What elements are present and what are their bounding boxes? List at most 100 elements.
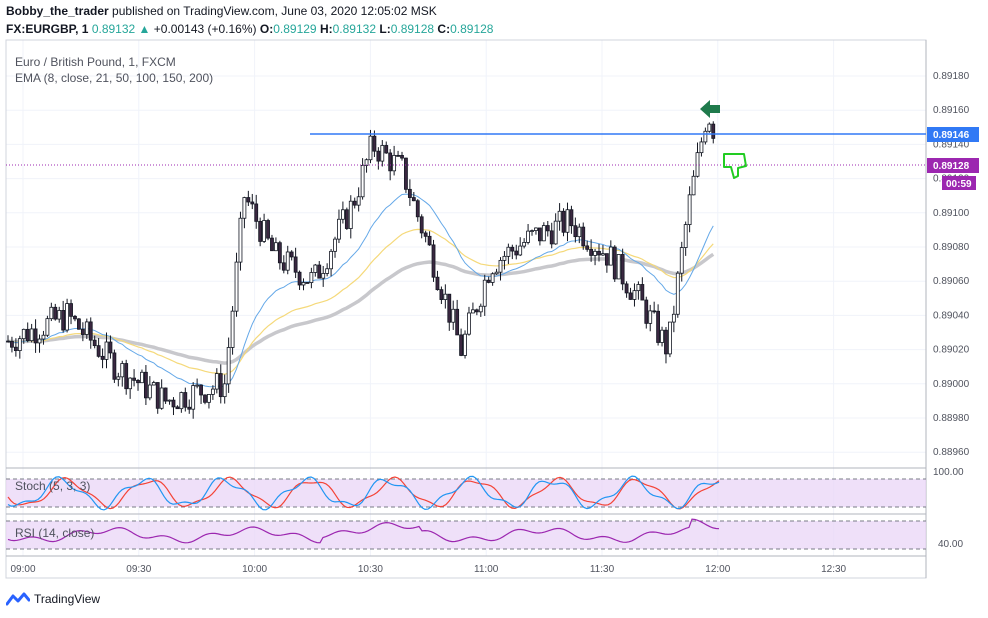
candle-body	[17, 338, 22, 352]
stoch-k-line	[7, 475, 720, 511]
candle-body	[289, 251, 294, 258]
candle-body	[195, 384, 200, 387]
candle-body	[163, 387, 168, 402]
current-price-label: 0.89128	[933, 161, 970, 172]
candle-body	[270, 237, 274, 252]
candle-body	[132, 377, 136, 381]
arrow-left-icon[interactable]	[700, 100, 720, 118]
hline-price-tag	[927, 127, 979, 142]
open-label: O:	[259, 22, 274, 36]
candle-body	[415, 200, 420, 218]
candle-body	[459, 334, 464, 356]
candle-body	[57, 310, 62, 320]
candle-body	[167, 399, 172, 402]
candle-body	[151, 382, 156, 386]
candle-body	[84, 321, 89, 335]
candle-body	[565, 209, 570, 233]
candle-body	[463, 333, 467, 356]
candle-body	[404, 157, 408, 190]
candle-body	[230, 310, 235, 348]
candle-body	[274, 242, 278, 252]
candle-body	[49, 306, 54, 320]
candle-body	[203, 394, 207, 403]
candle-body	[313, 264, 318, 273]
candle-body	[73, 315, 77, 320]
candle-body	[222, 383, 227, 398]
candle-body	[549, 230, 554, 245]
candle-body	[569, 209, 574, 227]
candle-body	[29, 328, 34, 342]
candle-body	[612, 246, 617, 280]
time-tick-label: 09:00	[10, 564, 35, 575]
candle-body	[112, 352, 117, 380]
candle-body	[281, 262, 286, 271]
publish-info: published on TradingView.com, June 03, 2…	[112, 4, 437, 18]
low-label: L:	[379, 22, 391, 36]
candle-body	[675, 272, 680, 315]
candle-body	[45, 318, 50, 336]
candle-body	[10, 340, 14, 348]
candle-body	[478, 305, 483, 313]
candle-body	[183, 392, 188, 408]
candle-body	[593, 250, 597, 256]
price-tick-label: 0.89080	[933, 242, 970, 253]
footer-brand[interactable]: TradingView	[34, 592, 101, 606]
candle-body	[88, 321, 93, 341]
high-value: 0.89132	[332, 22, 377, 36]
candle-body	[147, 384, 152, 399]
candle-body	[526, 230, 530, 243]
legend-ema[interactable]: EMA (8, close, 21, 50, 100, 150, 200)	[15, 71, 213, 85]
candle-body	[392, 154, 397, 172]
candle-body	[691, 175, 696, 196]
tradingview-logo-icon[interactable]	[6, 592, 30, 606]
candle-body	[624, 283, 629, 294]
time-tick-label: 11:30	[590, 564, 615, 575]
candle-body	[608, 246, 613, 266]
price-tick-label: 0.89020	[933, 345, 970, 356]
candle-body	[561, 210, 566, 233]
candle-body	[534, 227, 538, 231]
candle-body	[159, 387, 164, 409]
last-price: 0.89132	[91, 22, 136, 36]
candle-body	[636, 284, 641, 292]
candle-body	[41, 334, 46, 340]
candle-body	[321, 273, 326, 279]
candle-body	[92, 339, 97, 347]
candle-body	[541, 225, 546, 242]
candle-body	[140, 371, 144, 384]
candle-body	[136, 379, 140, 384]
candle-body	[447, 293, 452, 323]
high-label: H:	[319, 22, 333, 36]
candle-body	[384, 145, 389, 154]
price-tick-label: 0.89060	[933, 276, 970, 287]
symbol-label[interactable]: FX:EURGBP, 1	[6, 22, 89, 36]
candle-body	[518, 245, 523, 256]
candle-body	[419, 216, 424, 234]
price-tick-label: 0.89100	[933, 208, 970, 219]
legend-rsi[interactable]: RSI (14, close)	[15, 526, 94, 540]
countdown-label: 00:59	[946, 179, 972, 190]
candle-body	[360, 164, 365, 198]
candle-body	[218, 373, 223, 398]
legend-stoch[interactable]: Stoch (5, 3, 3)	[15, 479, 90, 493]
candle-body	[455, 308, 460, 336]
legend-instrument[interactable]: Euro / British Pound, 1, FXCM	[15, 55, 176, 69]
candle-body	[502, 255, 507, 261]
candle-body	[277, 242, 282, 264]
rsi-line	[7, 518, 720, 544]
candle-body	[699, 141, 704, 154]
candle-body	[538, 227, 542, 242]
author-name[interactable]: Bobby_the_trader	[6, 4, 109, 18]
candle-body	[356, 196, 361, 206]
thumbs-down-icon[interactable]	[723, 153, 747, 179]
candle-body	[411, 197, 416, 202]
candle-body	[431, 244, 436, 278]
candle-body	[707, 123, 712, 132]
candle-body	[427, 235, 432, 246]
candle-body	[656, 310, 660, 343]
candle-body	[116, 376, 121, 380]
candle-body	[155, 382, 160, 409]
candle-body	[514, 250, 519, 256]
low-value: 0.89128	[390, 22, 435, 36]
